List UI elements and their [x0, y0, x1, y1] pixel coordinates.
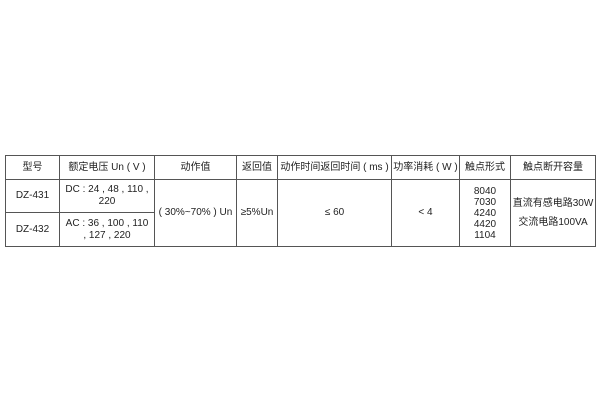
capacity-ac: 交流电路100VA — [518, 217, 588, 228]
rated-voltage-dc: DC : 24 , 48 , 110 , 220 — [60, 180, 155, 213]
contact-form: 4240 — [473, 207, 497, 219]
capacity-dc: 直流有感电路30W — [512, 198, 594, 209]
spec-table: 型号 额定电压 Un ( V ) 动作值 返回值 动作时间返回时间 ( ms )… — [5, 155, 596, 247]
contact-form: 8040 — [473, 185, 497, 197]
header-operate-value: 动作值 — [155, 156, 237, 180]
contact-form: 7030 — [473, 196, 497, 208]
return-value: ≥5%Un — [237, 180, 278, 247]
header-contact-form: 触点形式 — [460, 156, 511, 180]
power-consumption: < 4 — [392, 180, 460, 247]
operate-time: ≤ 60 — [278, 180, 392, 247]
header-model: 型号 — [6, 156, 60, 180]
model-dz431: DZ-431 — [6, 180, 60, 213]
header-time: 动作时间返回时间 ( ms ) — [278, 156, 392, 180]
header-rated-voltage: 额定电压 Un ( V ) — [60, 156, 155, 180]
header-capacity: 触点断开容量 — [511, 156, 596, 180]
header-power: 功率消耗 ( W ) — [392, 156, 460, 180]
operate-value: ( 30%~70% ) Un — [155, 180, 237, 247]
contact-form: 1104 — [474, 229, 496, 241]
contact-form: 4420 — [473, 218, 497, 230]
contact-forms: 8040 7030 4240 4420 1104 — [460, 180, 511, 247]
model-dz432: DZ-432 — [6, 213, 60, 247]
breaking-capacity: 直流有感电路30W 交流电路100VA — [511, 180, 596, 247]
header-return-value: 返回值 — [237, 156, 278, 180]
rated-voltage-ac: AC : 36 , 100 , 110 , 127 , 220 — [60, 213, 155, 247]
